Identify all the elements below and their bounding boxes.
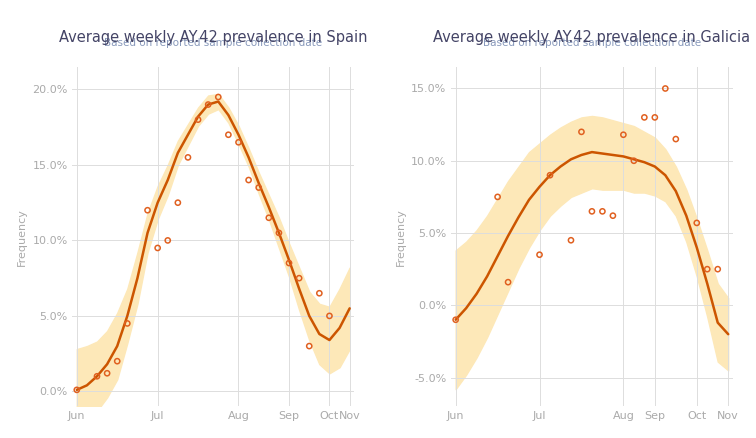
Point: [152, 244, 164, 251]
Point: [691, 219, 703, 226]
Point: [303, 343, 315, 350]
Point: [192, 116, 204, 123]
Title: Average weekly AY.42 prevalence in Spain: Average weekly AY.42 prevalence in Spain: [59, 30, 367, 45]
Point: [670, 136, 682, 143]
Point: [450, 316, 462, 323]
Point: [586, 208, 598, 215]
Point: [71, 386, 83, 393]
Point: [534, 251, 546, 258]
Point: [101, 370, 113, 377]
Point: [232, 139, 244, 146]
Point: [596, 208, 609, 215]
Point: [222, 131, 234, 138]
Point: [565, 237, 577, 244]
Y-axis label: Frequency: Frequency: [395, 208, 405, 265]
Point: [627, 157, 640, 164]
Point: [111, 358, 123, 365]
Point: [182, 154, 194, 161]
Point: [162, 237, 174, 244]
Point: [313, 290, 325, 297]
Point: [121, 320, 133, 327]
Point: [618, 131, 630, 138]
Point: [575, 128, 587, 135]
Point: [263, 214, 275, 221]
Point: [172, 199, 184, 206]
Point: [502, 279, 514, 286]
Point: [649, 114, 661, 121]
Point: [253, 184, 265, 191]
Point: [202, 101, 214, 108]
Point: [243, 177, 255, 184]
Text: Based on reported sample collection date: Based on reported sample collection date: [104, 38, 322, 48]
Point: [711, 266, 723, 273]
Title: Average weekly AY.42 prevalence in Galicia: Average weekly AY.42 prevalence in Galic…: [433, 30, 751, 45]
Point: [491, 194, 503, 201]
Point: [702, 266, 714, 273]
Point: [283, 260, 295, 267]
Point: [659, 85, 671, 92]
Text: Based on reported sample collection date: Based on reported sample collection date: [483, 38, 701, 48]
Point: [273, 230, 285, 237]
Point: [544, 172, 556, 179]
Point: [91, 373, 103, 380]
Point: [293, 275, 305, 282]
Point: [638, 114, 650, 121]
Point: [324, 312, 336, 319]
Y-axis label: Frequency: Frequency: [17, 208, 26, 265]
Point: [212, 93, 225, 100]
Point: [607, 212, 619, 219]
Point: [141, 207, 153, 214]
